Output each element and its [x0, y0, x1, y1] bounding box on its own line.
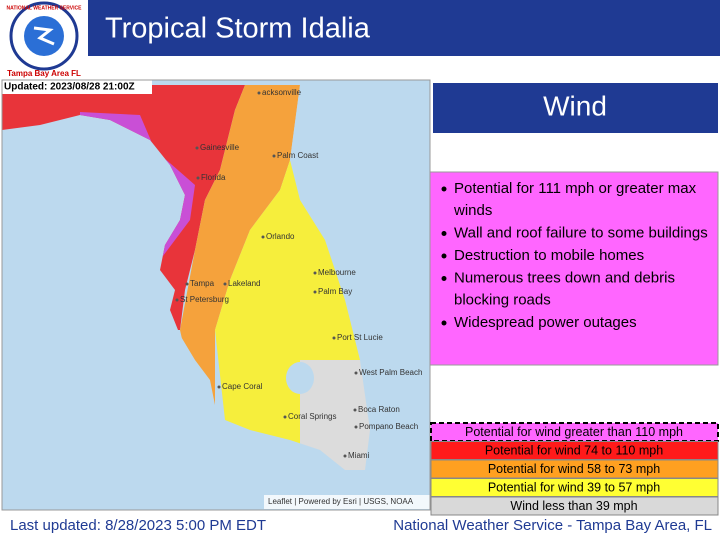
- bullet: Wall and roof failure to some buildings: [454, 224, 708, 241]
- panel-title-bg: [433, 83, 718, 133]
- bullet-dot: [441, 253, 447, 259]
- logo-text: NATIONAL WEATHER SERVICE: [7, 5, 83, 11]
- title: Tropical Storm Idalia: [105, 13, 371, 45]
- city-dot: [196, 176, 200, 180]
- city-label: Orlando: [266, 232, 295, 241]
- city-dot: [313, 271, 317, 275]
- legend-swatch: [430, 496, 719, 516]
- city-dot: [195, 146, 199, 150]
- city-dot: [272, 154, 276, 158]
- city-label: St Petersburg: [180, 295, 229, 304]
- city-dot: [354, 371, 358, 375]
- city-label: Cape Coral: [222, 382, 263, 391]
- footer-right: National Weather Service - Tampa Bay Are…: [393, 517, 712, 534]
- legend-label: Potential for wind 58 to 73 mph: [488, 462, 660, 476]
- bullet-line: Destruction to mobile homes: [454, 247, 644, 264]
- city-dot: [354, 425, 358, 429]
- city-label: Palm Coast: [277, 151, 319, 160]
- city-label: Florida: [201, 173, 226, 182]
- bullet-line: Widespread power outages: [454, 314, 637, 331]
- panel-box: [429, 171, 719, 366]
- city-label: Gainesville: [200, 143, 240, 152]
- lake: [286, 362, 314, 394]
- city-dot: [185, 282, 189, 286]
- city-label: acksonville: [262, 88, 302, 97]
- legend-label: Potential for wind greater than 110 mph: [465, 425, 683, 439]
- bullet-dot: [441, 186, 447, 192]
- bullet-line: Numerous trees down and debris: [454, 269, 675, 286]
- bullet-line: blocking roads: [454, 291, 551, 308]
- city-label: Port St Lucie: [337, 333, 383, 342]
- city-label: Coral Springs: [288, 412, 336, 421]
- city-label: Lakeland: [228, 279, 260, 288]
- city-dot: [332, 336, 336, 340]
- city-dot: [283, 415, 287, 419]
- bullet: Numerous trees down and debris blocking r…: [454, 269, 675, 308]
- city-dot: [313, 290, 317, 294]
- logo-bolt: [33, 26, 55, 46]
- legend-label: Wind less than 39 mph: [510, 499, 637, 513]
- city-dot: [217, 385, 221, 389]
- legend-label: Potential for wind 39 to 57 mph: [488, 480, 660, 494]
- legend-label: Potential for wind 74 to 110 mph: [485, 443, 663, 457]
- logo-office: Tampa Bay Area FL: [7, 69, 81, 78]
- city-label: West Palm Beach: [359, 368, 422, 377]
- city-label: Pompano Beach: [359, 422, 418, 431]
- city-dot: [175, 298, 179, 302]
- city-label: Boca Raton: [358, 405, 400, 414]
- city-label: Melbourne: [318, 268, 356, 277]
- city-dot: [223, 282, 227, 286]
- city-label: Miami: [348, 451, 370, 460]
- bullet: Potential for 111 mph or greater max wind…: [453, 180, 697, 219]
- bullet-line: winds: [453, 202, 492, 219]
- city-label: Palm Bay: [318, 287, 352, 296]
- attribution: Leaflet | Powered by Esri | USGS, NOAA: [268, 497, 414, 506]
- updated: Updated: 2023/08/28 21:00Z: [4, 82, 135, 93]
- city-dot: [257, 91, 261, 95]
- bullet: Widespread power outages: [454, 314, 637, 331]
- bullet-dot: [441, 320, 447, 326]
- attribution-bg: [264, 495, 430, 509]
- city-dot: [353, 408, 357, 412]
- footer-left: Last updated: 8/28/2023 5:00 PM EDT: [10, 517, 266, 534]
- bullet: Destruction to mobile homes: [454, 247, 644, 264]
- header-bar: [88, 0, 720, 56]
- city-dot: [261, 235, 265, 239]
- city-label: Tampa: [190, 279, 215, 288]
- updated-bg: [2, 80, 152, 94]
- zone-orange: [180, 85, 300, 420]
- panel-title: Wind: [543, 90, 607, 121]
- bullet-dot: [441, 231, 447, 236]
- city-dot: [343, 454, 347, 458]
- map: Updated: 2023/08/28 21:00Z Leaflet | Pow…: [2, 80, 430, 510]
- bullet-dot: [441, 276, 447, 281]
- zone-gray: [300, 360, 370, 470]
- bullet-line: Wall and roof failure to some buildings: [454, 224, 708, 241]
- bullet-line: Potential for 111 mph or greater max: [454, 180, 697, 197]
